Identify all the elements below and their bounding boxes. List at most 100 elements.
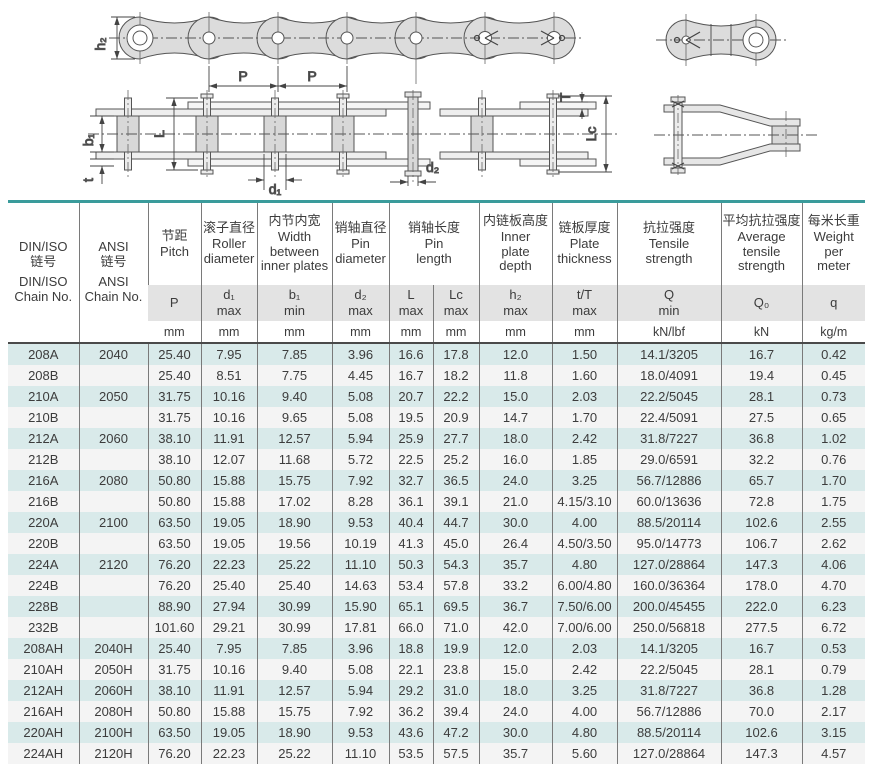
cell: 228B xyxy=(28,599,59,614)
cell: 24.0 xyxy=(478,701,553,722)
cell: 4.45 xyxy=(331,365,389,386)
cell: 44.7 xyxy=(432,512,480,533)
cell: 19.05 xyxy=(200,533,257,554)
header-roller-en: Roller diameter xyxy=(203,236,255,266)
cell: 7.00/6.00 xyxy=(551,617,618,638)
table-row: 212B 38.10 12.07 11.68 5.72 22.5 25.2 16.0 1.85 2… xyxy=(8,449,866,470)
cell: 11.10 xyxy=(331,554,389,575)
cell: 1.28 xyxy=(801,680,866,701)
cell: 127.0/28864 xyxy=(616,743,722,764)
cell: 25.40 xyxy=(200,575,257,596)
cell: 43.6 xyxy=(388,722,433,743)
cell: 9.53 xyxy=(331,722,389,743)
table-row: 208AH 2040H 25.40 7.95 7.85 3.96 18.8 19.9 12.0 2… xyxy=(8,638,866,659)
header-inner-width: 内节内宽 Width between inner plates xyxy=(256,201,332,285)
cell: 63.50 xyxy=(147,722,201,743)
cell xyxy=(78,365,148,386)
cell: 72.8 xyxy=(720,491,803,512)
cell: 32.7 xyxy=(388,470,433,491)
header-tensile-zh: 抗拉强度 xyxy=(643,220,696,236)
cell: 29.21 xyxy=(200,617,257,638)
unit-width: mm xyxy=(256,321,332,344)
cell: 7.75 xyxy=(256,365,332,386)
cell: 3.25 xyxy=(551,680,618,701)
cell: 11.10 xyxy=(331,743,389,764)
cell: 38.10 xyxy=(147,449,201,470)
cell: 56.7/12886 xyxy=(616,470,722,491)
cell: 12.57 xyxy=(256,680,332,701)
header-avg-tensile-en: Average tensile strength xyxy=(737,228,786,274)
symbol-h2-max: h₂ max xyxy=(478,285,553,321)
table-row: 224AH 2120H 76.20 22.23 25.22 11.10 53.5 57.5 35… xyxy=(8,743,866,764)
header-din-zh: DIN/ISO 链号 xyxy=(19,239,68,270)
cell: 216B xyxy=(28,494,59,509)
cell: 0.65 xyxy=(801,407,866,428)
cell: 16.7 xyxy=(720,343,803,365)
cell: 2040 xyxy=(78,343,148,365)
cell: 65.1 xyxy=(388,596,433,617)
cell: 18.90 xyxy=(256,512,332,533)
header-pin-dia-zh: 销轴直径 xyxy=(334,220,387,236)
header-tensile-en: Tensile strength xyxy=(645,236,693,266)
cell xyxy=(78,407,148,428)
cell: 1.60 xyxy=(551,365,618,386)
header-pin-diameter: 销轴直径 Pin diameter xyxy=(331,201,389,285)
dim-d2-label: d₂ xyxy=(426,159,439,175)
cell: 63.50 xyxy=(147,533,201,554)
cell: 9.53 xyxy=(331,512,389,533)
cell: 4.06 xyxy=(801,554,866,575)
cell: 76.20 xyxy=(147,743,201,764)
header-pitch-zh: 节距 xyxy=(161,227,188,243)
symbol-q: q xyxy=(801,285,866,321)
cell: 208AH xyxy=(23,641,64,656)
cell: 10.16 xyxy=(200,407,257,428)
header-din-en: DIN/ISO Chain No. xyxy=(14,274,73,304)
cell: 25.40 xyxy=(256,575,332,596)
cell: 3.25 xyxy=(551,470,618,491)
cell: 11.68 xyxy=(256,449,332,470)
cell: 224B xyxy=(28,578,59,593)
cell: 28.1 xyxy=(720,659,803,680)
cell xyxy=(78,596,148,617)
cell: 53.4 xyxy=(388,575,433,596)
cell: 2.17 xyxy=(801,701,866,722)
header-pin-len-en: Pin length xyxy=(416,236,452,266)
cell: 220AH xyxy=(23,725,64,740)
cell: 54.3 xyxy=(432,554,480,575)
cell: 36.5 xyxy=(432,470,480,491)
cell: 25.40 xyxy=(147,343,201,365)
cell: 208B xyxy=(28,368,59,383)
cell: 35.7 xyxy=(478,743,553,764)
cell: 19.56 xyxy=(256,533,332,554)
cell: 222.0 xyxy=(720,596,803,617)
cell: 10.19 xyxy=(331,533,389,554)
cell: 16.7 xyxy=(388,365,433,386)
cell: 18.0 xyxy=(478,680,553,701)
cell: 50.80 xyxy=(147,701,201,722)
cell: 1.70 xyxy=(551,407,618,428)
table-row: 220AH 2100H 63.50 19.05 18.90 9.53 43.6 47.2 30.… xyxy=(8,722,866,743)
cell: 30.99 xyxy=(256,596,332,617)
spec-table: DIN/ISO 链号 DIN/ISO Chain No. ANSI 链号 ANS… xyxy=(8,200,866,764)
cell: 1.85 xyxy=(551,449,618,470)
cell: 47.2 xyxy=(432,722,480,743)
cell: 25.9 xyxy=(388,428,433,449)
cell: 56.7/12886 xyxy=(616,701,722,722)
table-row: 232B 101.60 29.21 30.99 17.81 66.0 71.0 42.0 7.0… xyxy=(8,617,866,638)
cell: 11.8 xyxy=(478,365,553,386)
cell: 70.0 xyxy=(720,701,803,722)
cell: 88.5/20114 xyxy=(616,512,722,533)
cell: 22.2/5045 xyxy=(616,659,722,680)
unit-weight: kg/m xyxy=(801,321,866,344)
cell: 2060H xyxy=(78,680,148,701)
cell: 76.20 xyxy=(147,575,201,596)
cell: 7.85 xyxy=(256,638,332,659)
symbol-L-max: L max xyxy=(388,285,433,321)
cell: 210B xyxy=(28,410,59,425)
cell: 1.70 xyxy=(801,470,866,491)
cell: 39.1 xyxy=(432,491,480,512)
cell: 4.80 xyxy=(551,554,618,575)
cell: 1.02 xyxy=(801,428,866,449)
cell: 0.45 xyxy=(801,365,866,386)
header-pin-dia-en: Pin diameter xyxy=(335,236,386,266)
